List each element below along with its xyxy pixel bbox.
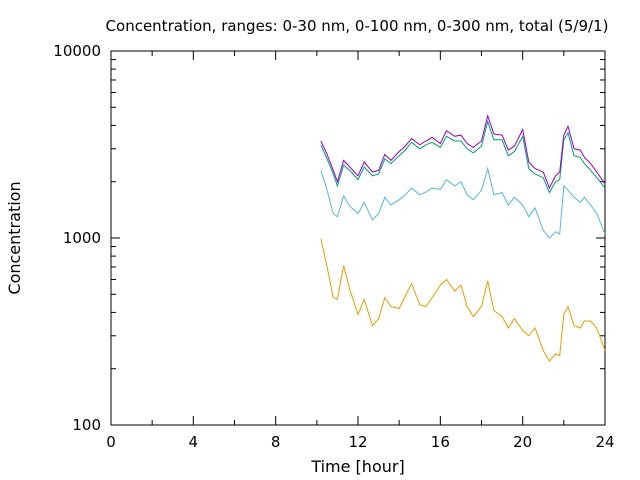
x-tick-label: 24 — [595, 433, 614, 451]
x-tick-label: 4 — [189, 433, 199, 451]
y-tick-label: 10000 — [53, 42, 101, 60]
x-tick-label: 8 — [271, 433, 281, 451]
plot-frame — [110, 50, 606, 426]
series-line-2 — [320, 166, 606, 239]
x-tick-label: 20 — [513, 433, 532, 451]
x-tick-label: 0 — [106, 433, 116, 451]
y-tick-label: 100 — [72, 416, 101, 434]
x-tick-label: 16 — [431, 433, 450, 451]
series-line-4 — [320, 114, 606, 190]
chart-title: Concentration, ranges: 0-30 nm, 0-100 nm… — [106, 17, 609, 35]
y-axis-label: Concentration — [5, 181, 24, 294]
series-line-3 — [320, 119, 606, 194]
y-tick-label: 1000 — [63, 229, 101, 247]
x-tick-label: 12 — [348, 433, 367, 451]
x-axis-label: Time [hour] — [310, 457, 404, 476]
series-lines — [320, 114, 606, 362]
axis-tick-labels: 0 4 8 12 16 20 24 100 1000 10000 — [53, 42, 614, 451]
axis-ticks — [110, 50, 606, 426]
series-line-1 — [320, 238, 606, 362]
